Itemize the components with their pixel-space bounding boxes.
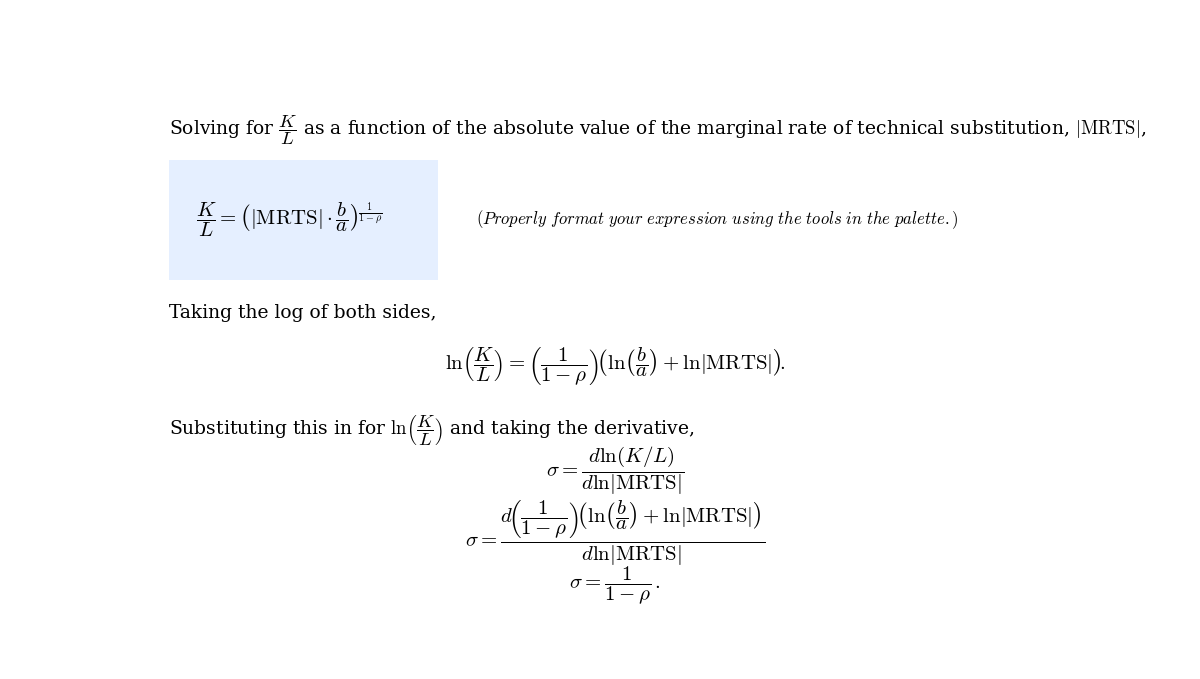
FancyBboxPatch shape: [168, 160, 438, 280]
Text: Substituting this in for $\ln\!\left(\dfrac{K}{L}\right)$ and taking the derivat: Substituting this in for $\ln\!\left(\df…: [168, 414, 695, 447]
Text: $\ln\!\left(\dfrac{K}{L}\right) = \left(\dfrac{1}{1-\rho}\right)\!\left(\ln\!\le: $\ln\!\left(\dfrac{K}{L}\right) = \left(…: [444, 345, 786, 388]
Text: Taking the log of both sides,: Taking the log of both sides,: [168, 304, 436, 322]
Text: $\dfrac{K}{L} = \left(|\mathrm{MRTS}| \cdot \dfrac{b}{a}\right)^{\!\frac{1}{1-\r: $\dfrac{K}{L} = \left(|\mathrm{MRTS}| \c…: [197, 201, 383, 239]
Text: $(Properly\ format\ your\ expression\ using\ the\ tools\ in\ the\ palette.)$: $(Properly\ format\ your\ expression\ us…: [475, 208, 958, 232]
Text: $\sigma = \dfrac{d\!\left(\dfrac{1}{1-\rho}\right)\!\left(\ln\!\left(\dfrac{b}{a: $\sigma = \dfrac{d\!\left(\dfrac{1}{1-\r…: [464, 499, 766, 568]
Text: $\sigma = \dfrac{d\ln(K/L)}{d\ln|\mathrm{MRTS}|}$: $\sigma = \dfrac{d\ln(K/L)}{d\ln|\mathrm…: [546, 445, 684, 497]
Text: Solving for $\dfrac{K}{L}$ as a function of the absolute value of the marginal r: Solving for $\dfrac{K}{L}$ as a function…: [168, 113, 1146, 147]
Text: $\sigma = \dfrac{1}{1-\rho}\,.$: $\sigma = \dfrac{1}{1-\rho}\,.$: [569, 565, 661, 607]
